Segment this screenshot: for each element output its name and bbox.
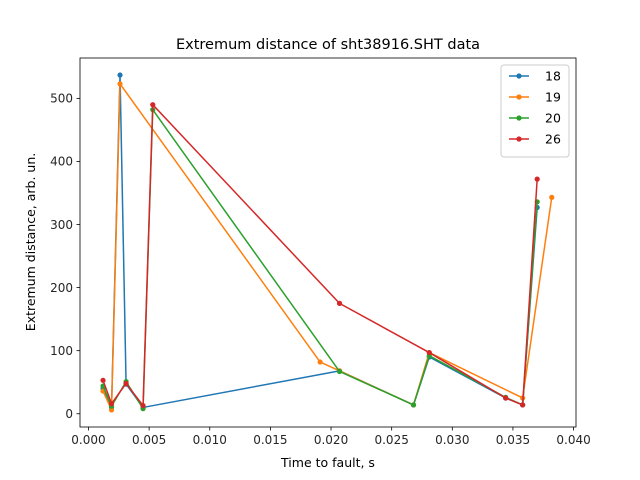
y-tick-label: 500	[50, 92, 73, 106]
axes-frame	[79, 57, 577, 428]
y-axis-label: Extremum distance, arb. un.	[23, 153, 38, 331]
x-tick-label: 0.000	[71, 433, 105, 447]
series-19-point	[108, 407, 115, 413]
legend-item-19: 19	[509, 90, 561, 105]
series-26-point	[426, 349, 432, 356]
legend-label-19: 19	[545, 90, 561, 105]
series-19-point	[549, 194, 555, 200]
y-tick-label: 0	[65, 407, 73, 421]
legend-box	[500, 64, 570, 158]
legend: 18 19 20 26	[500, 64, 570, 158]
x-tick-label: 0.040	[556, 433, 590, 447]
x-tick-label: 0.005	[132, 433, 166, 447]
x-tick-label: 0.020	[314, 433, 348, 447]
x-tick-label: 0.030	[435, 433, 469, 447]
x-axis-label: Time to fault, s	[280, 455, 375, 470]
legend-item-20: 20	[509, 111, 561, 126]
series-26-line	[102, 103, 538, 407]
x-tick-label: 0.015	[253, 433, 287, 447]
series-26-point	[336, 300, 343, 306]
series-20-point	[410, 402, 417, 408]
series-26-point	[123, 380, 129, 387]
series-26	[100, 102, 540, 409]
y-tick-label: 300	[50, 218, 73, 232]
series-26-point	[534, 176, 540, 182]
series-26-point	[503, 395, 509, 401]
series-20-point	[336, 368, 343, 375]
series-26-point	[108, 401, 115, 407]
series-26-point	[150, 102, 156, 108]
series-26-point	[140, 402, 146, 409]
series-26-point	[520, 402, 526, 408]
chart-title: Extremum distance of sht38916.SHT data	[176, 37, 480, 53]
y-tick-label: 200	[50, 281, 73, 295]
series-19-point	[117, 81, 123, 87]
x-tick-label: 0.025	[374, 433, 408, 447]
legend-label-20: 20	[545, 111, 561, 126]
x-tick-label: 0.035	[496, 433, 530, 447]
series-26-point	[100, 377, 106, 383]
legend-label-18: 18	[545, 69, 561, 84]
legend-marker-19	[516, 94, 522, 100]
plot-area: 0.000 0.005 0.010 0.015 0.020 0.025 0.030 0.035…	[50, 57, 591, 447]
legend-item-18: 18	[509, 69, 561, 84]
legend-marker-26	[516, 136, 522, 142]
legend-marker-18	[516, 73, 522, 79]
legend-item-26: 26	[509, 132, 561, 147]
y-tick-label: 400	[50, 155, 73, 169]
legend-marker-20	[516, 115, 522, 121]
y-tick-label: 100	[50, 344, 73, 358]
x-tick-label: 0.010	[193, 433, 227, 447]
series-18-point	[117, 72, 123, 78]
series-19-point	[317, 359, 323, 365]
legend-label-26: 26	[545, 132, 561, 147]
